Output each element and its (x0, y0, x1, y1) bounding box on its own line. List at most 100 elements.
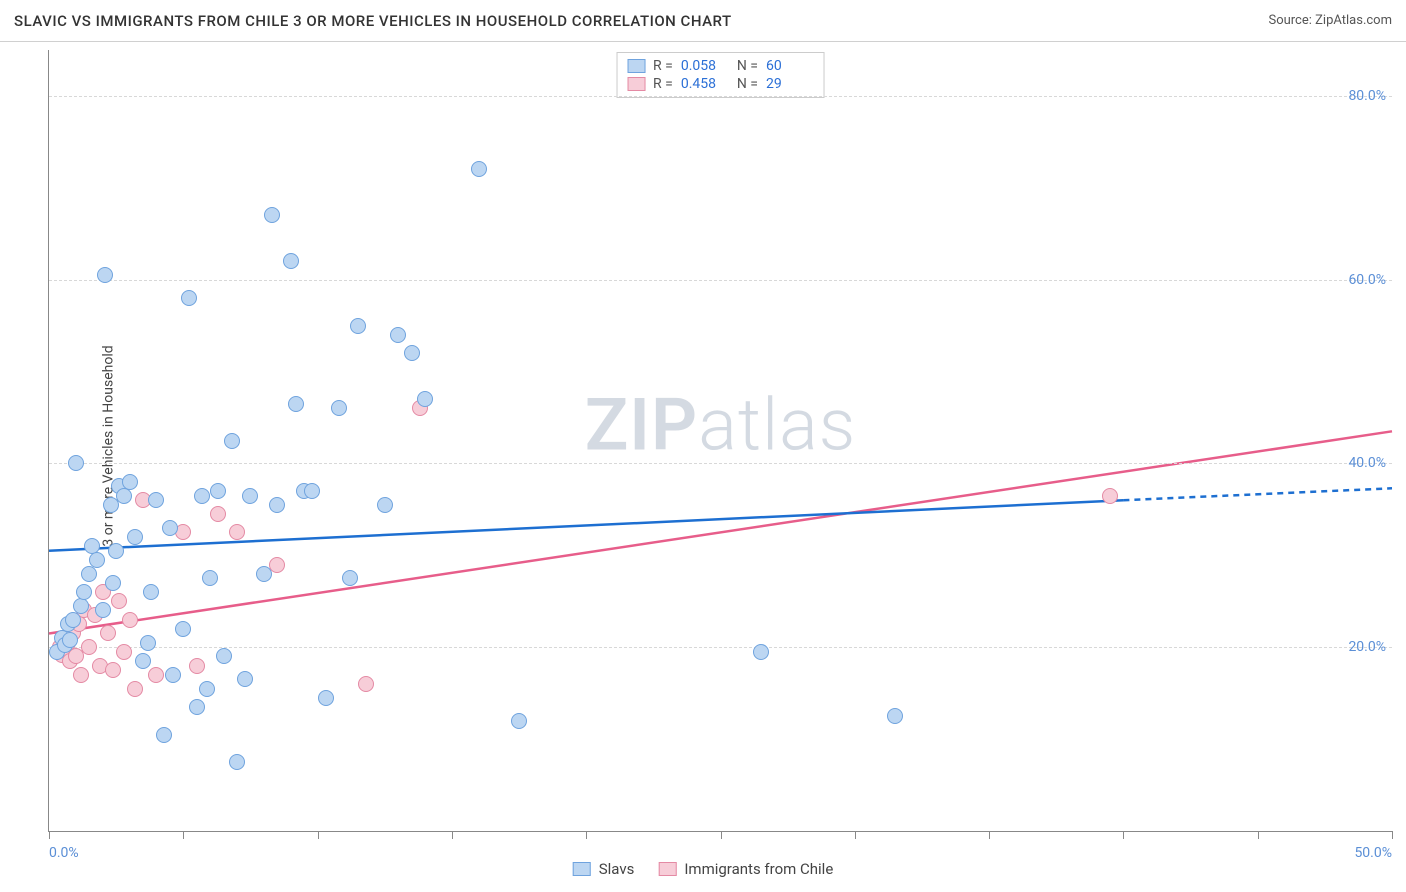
data-point-slavs (165, 667, 181, 683)
data-point-chile (105, 662, 121, 678)
x-tick (452, 831, 453, 839)
source-prefix: Source: (1268, 13, 1315, 28)
data-point-slavs (162, 520, 178, 536)
r-value-slavs: 0.058 (681, 58, 729, 74)
trend-line (1123, 488, 1392, 500)
y-tick-label: 80.0% (1348, 88, 1386, 104)
data-point-slavs (350, 318, 366, 334)
data-point-chile (358, 676, 374, 692)
n-label: N = (737, 58, 758, 74)
data-point-slavs (199, 681, 215, 697)
source-name: ZipAtlas.com (1315, 13, 1392, 28)
swatch-slavs (627, 59, 645, 73)
gridline (49, 280, 1392, 281)
data-point-slavs (511, 713, 527, 729)
data-point-slavs (210, 483, 226, 499)
data-point-slavs (304, 483, 320, 499)
data-point-slavs (283, 253, 299, 269)
data-point-slavs (342, 570, 358, 586)
data-point-chile (116, 644, 132, 660)
data-point-chile (269, 557, 285, 573)
n-value-chile: 29 (766, 76, 814, 92)
data-point-slavs (202, 570, 218, 586)
n-label: N = (737, 76, 758, 92)
scatter-plot: ZIPatlas R = 0.058 N = 60 R = 0.458 N = … (48, 50, 1392, 832)
data-point-slavs (229, 754, 245, 770)
data-point-slavs (237, 671, 253, 687)
data-point-slavs (65, 612, 81, 628)
data-point-chile (210, 506, 226, 522)
data-point-slavs (417, 391, 433, 407)
series-legend: Slavs Immigrants from Chile (573, 860, 834, 878)
data-point-slavs (156, 727, 172, 743)
x-tick (318, 831, 319, 839)
data-point-slavs (471, 161, 487, 177)
x-tick (1392, 831, 1393, 839)
data-point-slavs (135, 653, 151, 669)
x-tick (1258, 831, 1259, 839)
chart-title: SLAVIC VS IMMIGRANTS FROM CHILE 3 OR MOR… (14, 12, 732, 30)
data-point-slavs (175, 621, 191, 637)
data-point-slavs (288, 396, 304, 412)
legend-label-chile: Immigrants from Chile (684, 860, 833, 878)
data-point-slavs (62, 632, 78, 648)
data-point-slavs (81, 566, 97, 582)
data-point-slavs (97, 267, 113, 283)
data-point-slavs (143, 584, 159, 600)
data-point-chile (127, 681, 143, 697)
data-point-slavs (73, 598, 89, 614)
legend-label-slavs: Slavs (599, 860, 635, 878)
gridline (49, 96, 1392, 97)
swatch-chile (658, 862, 676, 876)
data-point-slavs (181, 290, 197, 306)
data-point-slavs (404, 345, 420, 361)
y-tick-label: 20.0% (1348, 639, 1386, 655)
x-tick-label: 0.0% (49, 845, 79, 861)
x-tick (49, 831, 50, 839)
r-value-chile: 0.458 (681, 76, 729, 92)
data-point-chile (1102, 488, 1118, 504)
data-point-slavs (140, 635, 156, 651)
legend-item-slavs: Slavs (573, 860, 635, 878)
y-tick-label: 60.0% (1348, 272, 1386, 288)
swatch-chile (627, 77, 645, 91)
data-point-chile (229, 524, 245, 540)
data-point-slavs (390, 327, 406, 343)
data-point-slavs (242, 488, 258, 504)
x-tick (721, 831, 722, 839)
data-point-chile (81, 639, 97, 655)
data-point-slavs (753, 644, 769, 660)
legend-item-chile: Immigrants from Chile (658, 860, 833, 878)
data-point-slavs (256, 566, 272, 582)
data-point-chile (122, 612, 138, 628)
x-tick (586, 831, 587, 839)
trend-line (49, 500, 1123, 551)
data-point-chile (148, 667, 164, 683)
data-point-slavs (122, 474, 138, 490)
data-point-slavs (76, 584, 92, 600)
data-point-chile (111, 593, 127, 609)
data-point-slavs (95, 602, 111, 618)
correlation-row-slavs: R = 0.058 N = 60 (627, 57, 814, 75)
data-point-slavs (331, 400, 347, 416)
data-point-slavs (377, 497, 393, 513)
n-value-slavs: 60 (766, 58, 814, 74)
correlation-legend: R = 0.058 N = 60 R = 0.458 N = 29 (616, 52, 825, 98)
r-label: R = (653, 58, 673, 74)
correlation-row-chile: R = 0.458 N = 29 (627, 75, 814, 93)
gridline (49, 463, 1392, 464)
x-tick-label: 50.0% (1354, 845, 1392, 861)
data-point-slavs (68, 455, 84, 471)
x-tick (855, 831, 856, 839)
data-point-slavs (194, 488, 210, 504)
data-point-slavs (269, 497, 285, 513)
x-tick (183, 831, 184, 839)
data-point-slavs (89, 552, 105, 568)
x-tick (989, 831, 990, 839)
data-point-chile (73, 667, 89, 683)
data-point-slavs (224, 433, 240, 449)
data-point-slavs (108, 543, 124, 559)
data-point-slavs (216, 648, 232, 664)
data-point-slavs (127, 529, 143, 545)
data-point-chile (189, 658, 205, 674)
